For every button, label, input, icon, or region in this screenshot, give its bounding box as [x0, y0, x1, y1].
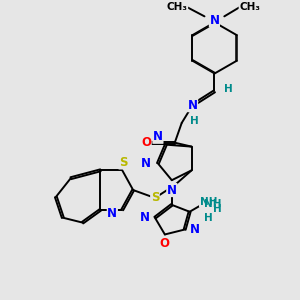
Text: NH: NH — [200, 197, 217, 207]
Text: N: N — [141, 157, 151, 170]
Text: N: N — [140, 211, 150, 224]
Text: NH: NH — [205, 199, 222, 209]
Text: N: N — [209, 14, 219, 27]
Text: N: N — [107, 207, 117, 220]
Text: S: S — [119, 156, 128, 169]
Text: H: H — [190, 116, 199, 126]
Text: H: H — [224, 84, 233, 94]
Text: N: N — [190, 223, 200, 236]
Text: N: N — [153, 130, 163, 143]
Text: S: S — [151, 191, 159, 204]
Text: H: H — [213, 204, 222, 214]
Text: CH₃: CH₃ — [239, 2, 260, 13]
Text: CH₃: CH₃ — [167, 2, 188, 13]
Text: N: N — [188, 99, 198, 112]
Text: H: H — [205, 213, 213, 223]
Text: N: N — [167, 184, 177, 196]
Text: O: O — [160, 237, 170, 250]
Text: O: O — [141, 136, 151, 149]
